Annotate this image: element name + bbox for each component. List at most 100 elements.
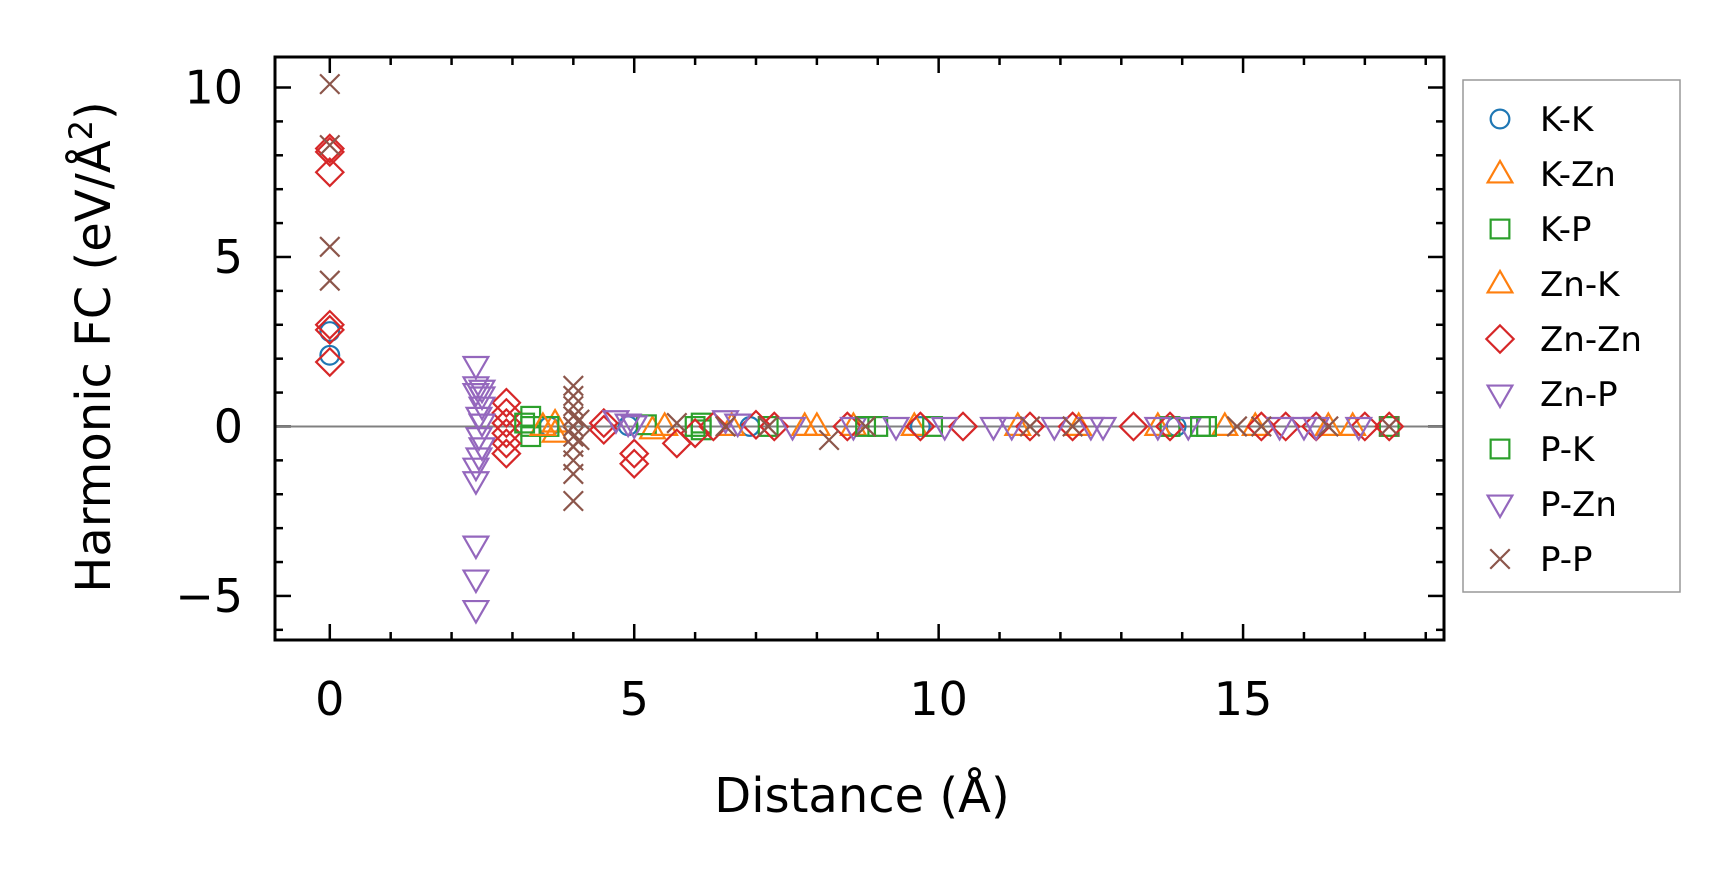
data-point [464,427,494,452]
data-point [757,415,779,437]
data-point [684,415,706,437]
data-point [562,385,584,407]
legend-item-k-k: K-K [1489,100,1595,140]
data-point [314,309,346,340]
legend-marker [1485,384,1515,410]
legend-item-k-p: K-P [1489,210,1592,250]
data-point [314,314,346,346]
data-point [997,416,1026,442]
data-point [319,344,341,366]
data-point [619,415,649,440]
y-axis-label-close: ) [66,101,122,120]
data-point [905,411,936,442]
data-point [1378,415,1400,437]
legend-label: Zn-K [1540,265,1621,305]
data-point [568,409,590,431]
legend-label: K-K [1540,100,1595,140]
data-point [314,133,346,164]
data-point [1062,415,1084,437]
legend-label: P-Zn [1540,485,1617,525]
data-point [619,438,650,469]
data-point [540,418,570,443]
data-point [314,346,346,378]
tick-labels: 0 5 10 15 −5 0 5 10 [175,61,1272,726]
legend-marker [1485,158,1515,184]
legend-label: P-K [1540,430,1596,470]
x-tick-label: 15 [1214,672,1273,726]
y-axis-label-superscript: 2 [62,120,100,140]
data-point [1373,411,1405,442]
y-tick-label: 5 [214,230,243,284]
data-point [1226,415,1248,437]
x-axis-label: Distance (Å) [714,767,1009,824]
data-point [491,387,522,418]
data-point [1019,415,1041,437]
data-point [1088,416,1118,442]
data-point [1250,415,1272,437]
data-point [867,415,889,437]
legend-label: K-P [1540,210,1592,250]
data-point [1289,416,1319,442]
data-point [562,395,584,417]
data-point [715,415,737,437]
legend-label: P-P [1540,540,1593,580]
data-point [540,407,570,433]
data-point [588,407,619,439]
data-point [638,414,667,440]
data-point [818,429,840,451]
data-point [491,428,522,459]
data-point [319,270,341,292]
data-point [562,405,584,427]
data-point [802,411,832,437]
data-point [1210,411,1240,437]
axis-ticks [275,57,1444,640]
y-tick-label: −5 [175,569,243,623]
legend-label: Zn-P [1540,375,1618,415]
data-point [690,419,712,441]
data-point [757,415,779,437]
data-point [319,73,341,95]
data-point [1143,411,1173,437]
data-point [1349,411,1381,442]
data-point [514,412,536,434]
data-point [461,383,491,408]
y-axis-label-main: Harmonic FC (eV/Å [65,140,122,593]
data-point [1189,415,1211,437]
data-point [491,397,522,429]
legend-item-zn-k: Zn-K [1485,265,1621,305]
legend-item-p-zn: P-Zn [1485,485,1617,525]
data-point [319,134,341,156]
data-point [319,321,341,343]
legend-marker [1489,548,1511,570]
legend-frame [1462,79,1681,593]
series-p-p [319,73,1400,512]
data-point [562,375,584,397]
data-point [930,416,959,442]
data-point [461,355,491,381]
data-point [855,415,877,437]
data-point [314,157,346,188]
data-point [461,569,491,595]
plot-points [314,73,1405,625]
legend-label: K-Zn [1540,155,1616,195]
data-point [461,471,491,496]
data-point [1338,411,1367,437]
data-point [1003,411,1033,437]
data-point [319,236,341,258]
data-point [528,411,558,437]
legend-item-k-zn: K-Zn [1485,155,1616,195]
data-point [1143,416,1173,442]
data-point [979,416,1008,442]
data-point [461,599,491,625]
data-point [1174,416,1203,442]
data-point [562,490,584,512]
data-point [613,413,643,439]
data-point [650,411,679,437]
y-tick-label: 10 [184,61,243,115]
legend-marker [1485,494,1515,520]
data-point [839,416,868,442]
y-axis-label: Harmonic FC (eV/Å2) [62,101,122,593]
series-p-k [514,412,1211,437]
data-point [562,426,584,448]
